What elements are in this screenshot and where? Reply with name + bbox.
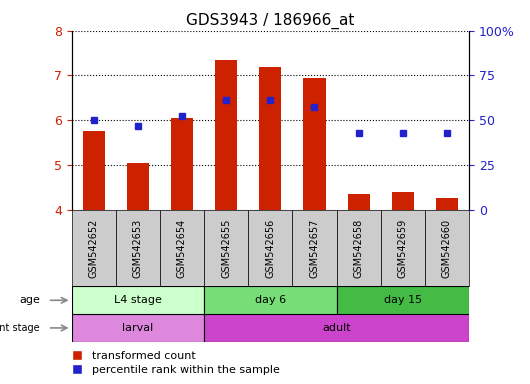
Text: development stage: development stage <box>0 323 40 333</box>
Text: GSM542658: GSM542658 <box>354 218 364 278</box>
Bar <box>116 210 160 286</box>
Bar <box>215 60 237 210</box>
Bar <box>337 286 469 314</box>
Text: GSM542654: GSM542654 <box>177 218 187 278</box>
Bar <box>425 210 469 286</box>
Text: day 15: day 15 <box>384 295 422 305</box>
Bar <box>392 192 414 210</box>
Bar <box>248 210 293 286</box>
Legend: transformed count, percentile rank within the sample: transformed count, percentile rank withi… <box>72 351 280 375</box>
Bar <box>293 210 337 286</box>
Bar <box>171 118 193 210</box>
Bar <box>303 78 325 210</box>
Text: larval: larval <box>122 323 153 333</box>
Bar <box>72 210 116 286</box>
Bar <box>72 286 204 314</box>
Bar <box>204 286 337 314</box>
Bar <box>160 210 204 286</box>
Title: GDS3943 / 186966_at: GDS3943 / 186966_at <box>186 13 355 29</box>
Text: GSM542652: GSM542652 <box>89 218 99 278</box>
Text: adult: adult <box>322 323 351 333</box>
Text: GSM542659: GSM542659 <box>398 218 408 278</box>
Text: GSM542656: GSM542656 <box>266 218 275 278</box>
Text: day 6: day 6 <box>255 295 286 305</box>
Text: GSM542653: GSM542653 <box>133 218 143 278</box>
Bar <box>436 199 458 210</box>
Text: GSM542660: GSM542660 <box>442 218 452 278</box>
Bar <box>72 314 204 342</box>
Bar <box>204 314 469 342</box>
Bar <box>127 163 149 210</box>
Bar <box>337 210 381 286</box>
Bar <box>381 210 425 286</box>
Text: age: age <box>19 295 40 305</box>
Text: GSM542657: GSM542657 <box>310 218 320 278</box>
Bar <box>83 131 105 210</box>
Text: L4 stage: L4 stage <box>114 295 162 305</box>
Bar <box>259 66 281 210</box>
Bar <box>348 194 369 210</box>
Bar <box>204 210 248 286</box>
Text: GSM542655: GSM542655 <box>221 218 231 278</box>
